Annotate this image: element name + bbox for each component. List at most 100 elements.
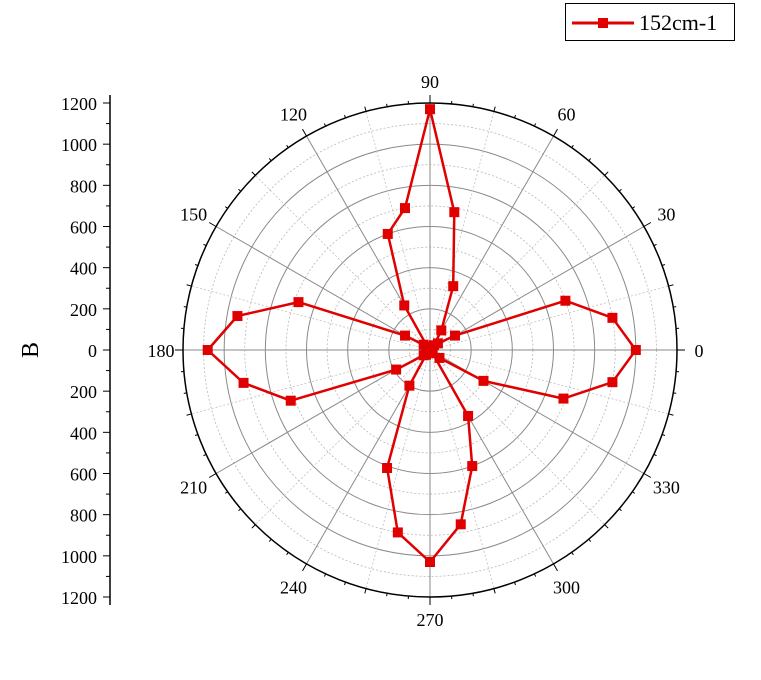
- angle-tick: [588, 538, 592, 542]
- radial-tick-label: 400: [70, 423, 97, 443]
- angle-tick: [673, 306, 677, 308]
- angle-tick: [632, 206, 636, 209]
- grid-spoke-minor: [429, 285, 669, 351]
- radial-tick-label: 1000: [61, 547, 97, 567]
- grid-spoke-minor: [429, 349, 605, 525]
- data-point: [449, 207, 460, 218]
- angle-tick: [668, 284, 674, 287]
- grid-spoke-minor: [191, 349, 431, 415]
- angle-tick: [183, 392, 187, 394]
- angle-tick: [514, 581, 516, 586]
- angle-tick: [653, 243, 657, 247]
- angle-tick: [571, 144, 574, 148]
- angle-tick: [661, 264, 666, 266]
- angle-tick: [553, 128, 558, 137]
- angle-tick: [208, 222, 217, 227]
- angle-tick-label: 240: [280, 577, 307, 597]
- data-point: [238, 377, 249, 388]
- angle-tick: [493, 588, 496, 594]
- data-point: [467, 461, 478, 472]
- legend-swatch-icon: [572, 18, 634, 28]
- data-point: [630, 345, 641, 355]
- data-point: [425, 557, 435, 568]
- data-point: [285, 395, 296, 406]
- data-point: [463, 410, 474, 421]
- angle-tick: [344, 114, 346, 119]
- angle-tick: [553, 563, 558, 572]
- data-point: [399, 203, 410, 214]
- data-point: [293, 297, 304, 308]
- angle-tick: [533, 123, 537, 127]
- data-point: [404, 380, 415, 391]
- angle-tick: [661, 434, 666, 436]
- angle-tick: [302, 128, 307, 137]
- data-point: [436, 325, 447, 336]
- angle-tick: [364, 106, 367, 112]
- angle-tick: [533, 573, 537, 577]
- radial-tick-label: 1200: [61, 94, 97, 114]
- data-point: [399, 300, 410, 311]
- angle-tick: [268, 158, 272, 162]
- angle-tick-label: 0: [695, 341, 704, 361]
- data-point: [391, 364, 402, 375]
- angle-tick: [618, 508, 622, 512]
- grid-spoke-minor: [429, 175, 605, 351]
- angle-tick: [251, 171, 256, 176]
- angle-tick: [224, 491, 228, 494]
- data-point: [382, 228, 393, 239]
- angle-tick: [643, 222, 652, 227]
- angle-tick: [323, 573, 327, 577]
- grid-spoke-major: [429, 135, 554, 351]
- data-point: [455, 519, 466, 530]
- radial-axis-label: B: [18, 342, 44, 358]
- series-152cm-1: [202, 104, 641, 568]
- data-point: [202, 345, 213, 355]
- data-point: [232, 311, 243, 322]
- angle-tick: [186, 413, 192, 416]
- angle-tick: [183, 306, 187, 308]
- angle-tick-label: 150: [180, 205, 207, 225]
- data-point: [400, 330, 411, 341]
- grid-spoke-major: [215, 226, 431, 351]
- angle-tick: [268, 538, 272, 542]
- angle-tick-label: 330: [653, 478, 680, 498]
- data-point: [427, 348, 438, 359]
- data-point: [448, 281, 459, 292]
- angle-tick: [302, 563, 307, 572]
- angle-tick: [604, 524, 609, 529]
- angle-tick-label: 270: [417, 610, 444, 630]
- data-point: [449, 330, 460, 341]
- radial-tick-label: 200: [70, 300, 97, 320]
- radial-tick-label: 1000: [61, 135, 97, 155]
- grid-spoke-minor: [365, 349, 431, 589]
- grid-spoke-minor: [255, 175, 431, 351]
- grid-spoke-minor: [365, 111, 431, 351]
- angle-tick: [472, 593, 474, 597]
- angle-tick: [514, 114, 516, 119]
- angle-tick-label: 90: [421, 72, 439, 92]
- radial-tick-label: 200: [70, 382, 97, 402]
- grid-spoke-minor: [255, 349, 431, 525]
- grid-spoke-major: [429, 226, 645, 351]
- data-point: [558, 393, 569, 404]
- angle-tick: [203, 453, 207, 457]
- angle-tick: [344, 581, 346, 586]
- radial-tick-label: 1200: [61, 588, 97, 608]
- data-point: [421, 349, 432, 360]
- angle-tick: [618, 188, 622, 192]
- angle-tick: [286, 552, 289, 556]
- data-point: [607, 377, 618, 388]
- radial-tick-label: 400: [70, 259, 97, 279]
- angle-tick: [668, 413, 674, 416]
- angle-tick: [194, 264, 199, 266]
- angle-tick-label: 300: [553, 577, 580, 597]
- angle-tick: [653, 453, 657, 457]
- radial-tick-label: 800: [70, 176, 97, 196]
- data-point: [607, 312, 618, 323]
- angle-tick: [286, 144, 289, 148]
- data-point: [382, 462, 393, 473]
- radial-tick-label: 800: [70, 506, 97, 526]
- radial-tick-label: 600: [70, 465, 97, 485]
- radial-tick-label: 600: [70, 218, 97, 238]
